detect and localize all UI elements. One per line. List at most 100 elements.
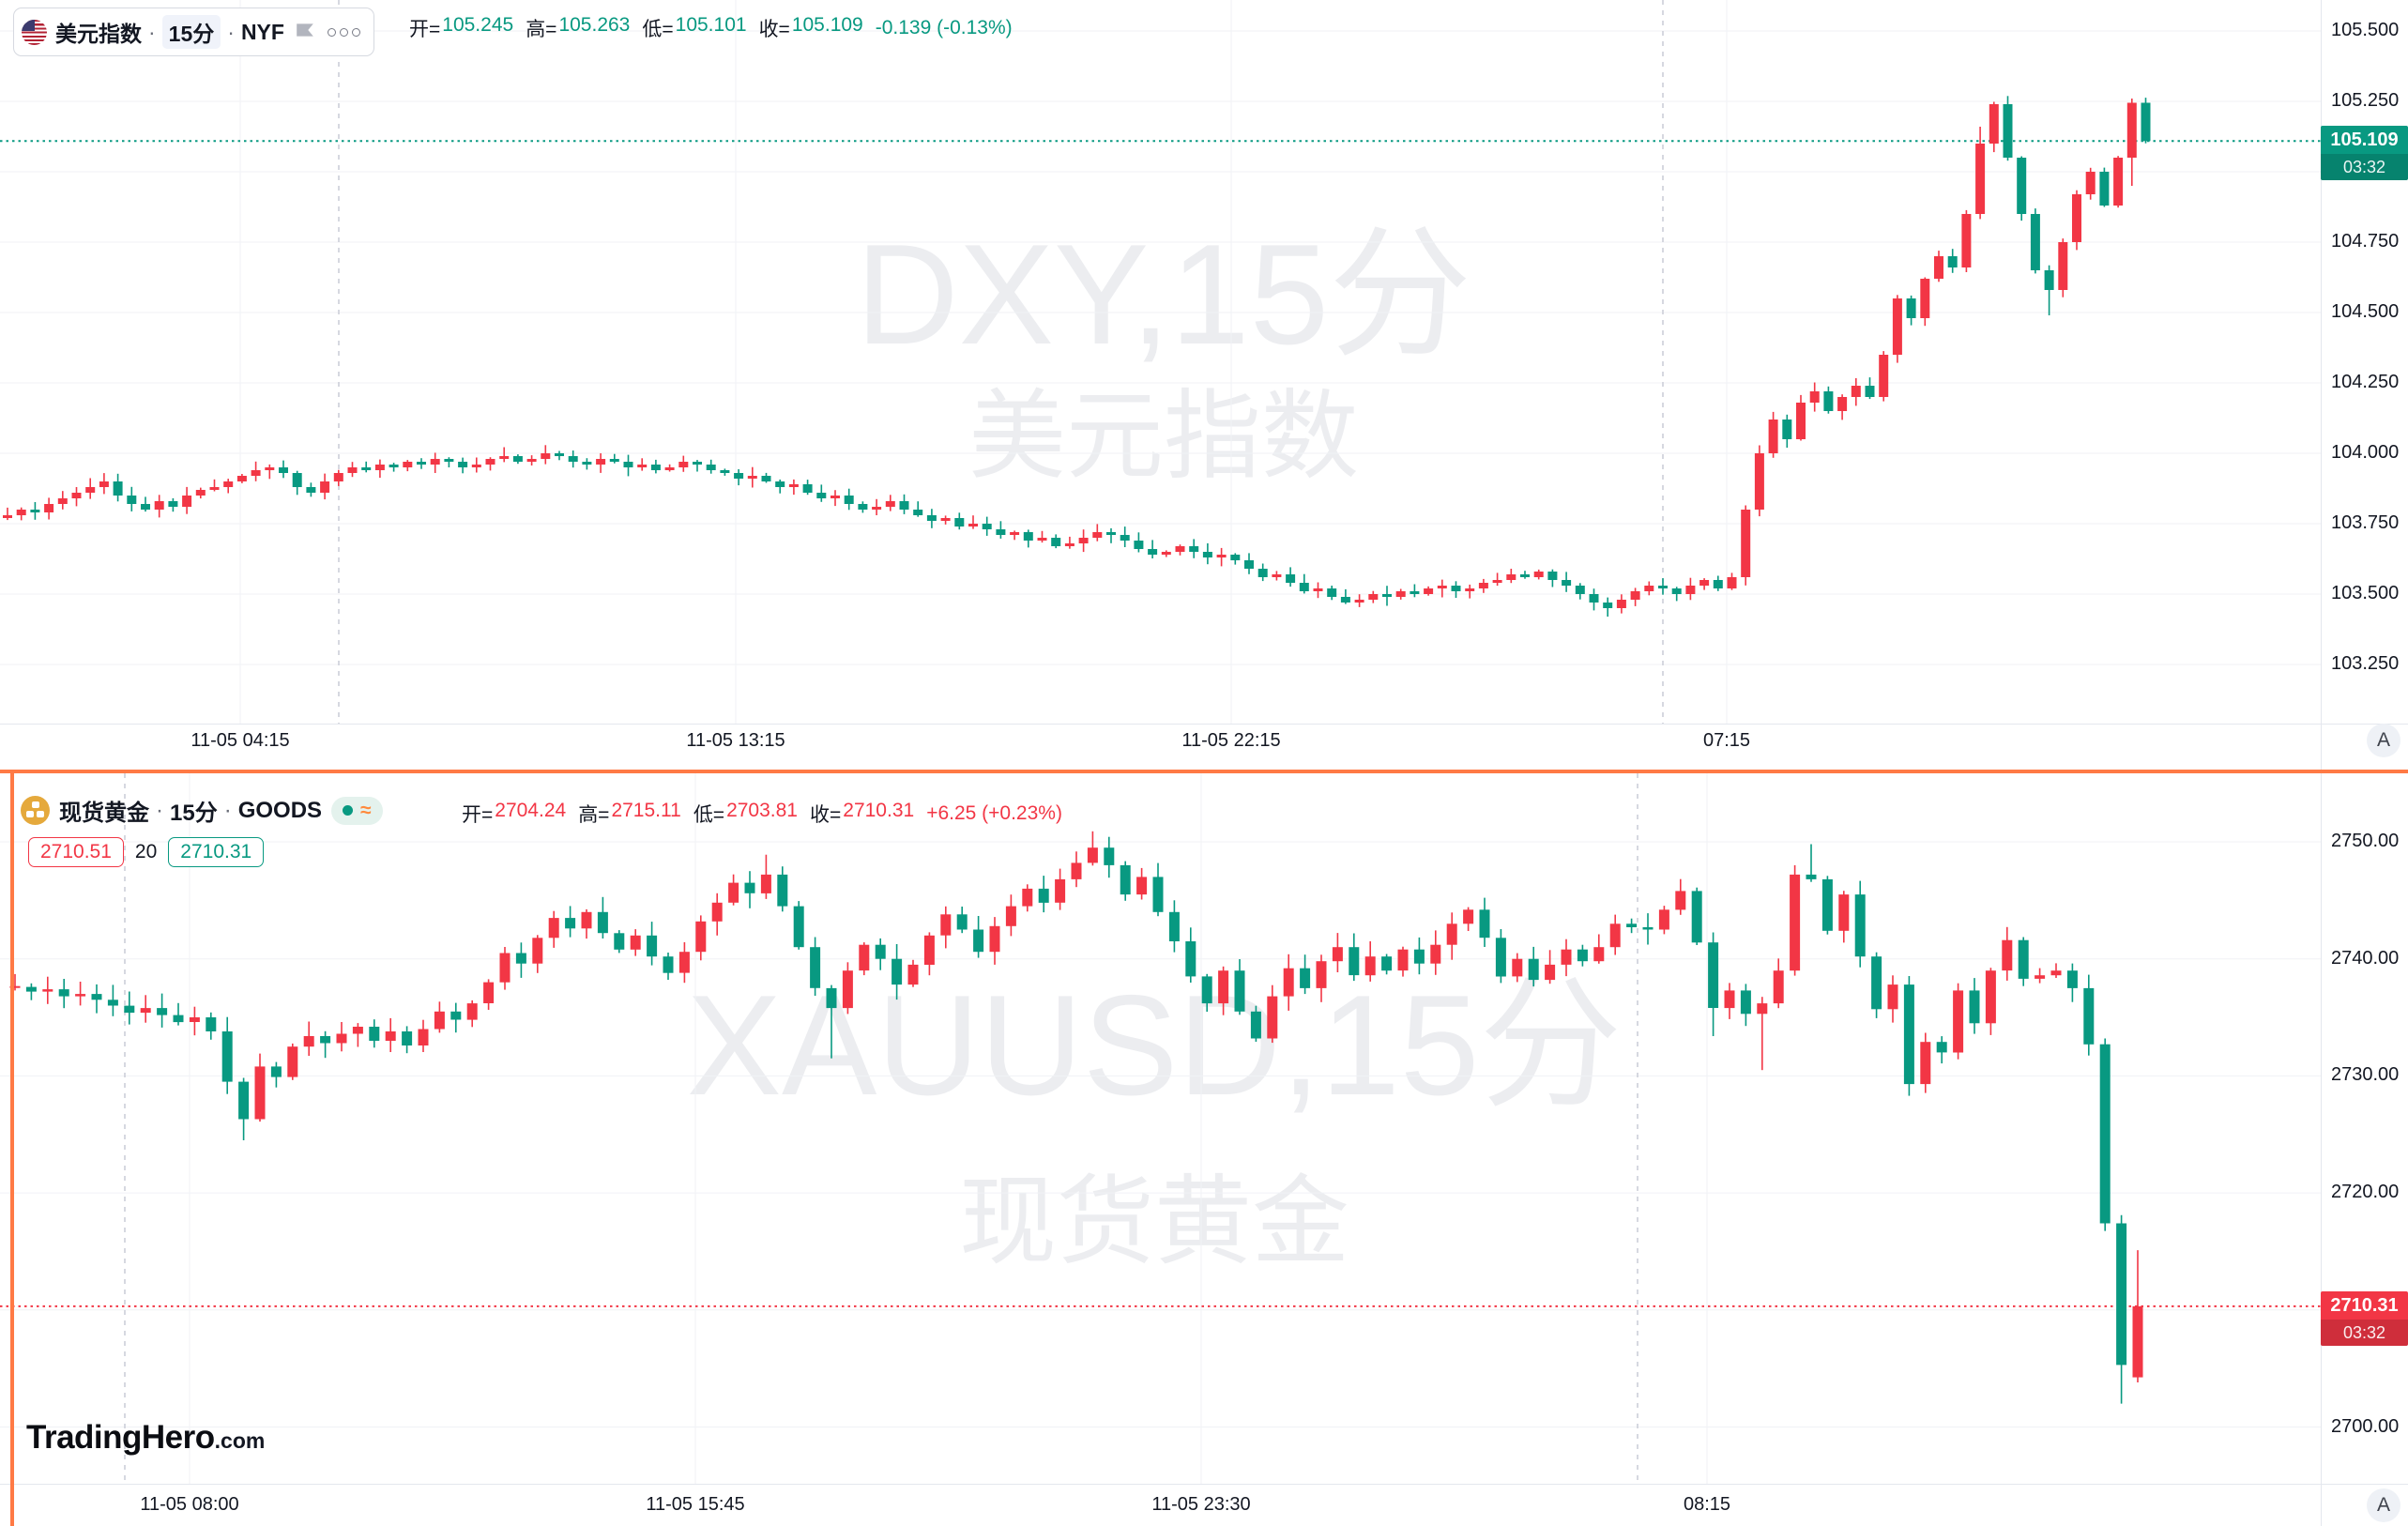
candle xyxy=(58,979,69,1009)
candle xyxy=(1037,530,1047,543)
separator-dot: · xyxy=(227,19,235,44)
candle xyxy=(1104,836,1115,878)
candle xyxy=(940,906,952,949)
candle xyxy=(57,491,68,510)
separator-dot: · xyxy=(156,797,163,823)
ma-value-badge-red[interactable]: 2710.51 xyxy=(28,837,124,867)
candle xyxy=(747,466,757,488)
candle xyxy=(403,460,413,472)
candle xyxy=(1727,572,1737,590)
gold-tag-time: 03:32 xyxy=(2321,1319,2408,1346)
candle xyxy=(124,991,135,1025)
time-tick-label: 11-05 22:15 xyxy=(1181,730,1281,751)
dxy-candlestick-chart[interactable] xyxy=(0,0,2408,724)
candle xyxy=(788,479,799,496)
candle xyxy=(352,1023,363,1047)
candle xyxy=(1463,907,1474,931)
more-options-icon[interactable] xyxy=(327,27,360,37)
candle xyxy=(1724,983,1735,1019)
candle xyxy=(418,1019,429,1052)
gold-tag-price: 2710.31 xyxy=(2330,1294,2399,1316)
close-label: 收= xyxy=(758,19,790,40)
gold-candlestick-chart[interactable] xyxy=(0,773,2408,1484)
candle xyxy=(1148,540,1158,558)
dxy-auto-scale-button[interactable]: A xyxy=(2367,724,2400,757)
candle xyxy=(775,480,785,494)
candle xyxy=(2017,156,2027,221)
candle xyxy=(744,871,755,908)
market-status-pill[interactable]: ≈ xyxy=(331,796,383,825)
candle xyxy=(609,453,619,464)
gold-header[interactable]: 现货黄金 · 15分 · GOODS ≈ xyxy=(21,794,383,827)
candle xyxy=(1865,377,1875,400)
candle xyxy=(189,1006,200,1036)
candle xyxy=(1230,553,1241,565)
dxy-exchange-label: NYF xyxy=(240,19,284,44)
candle xyxy=(127,486,137,511)
time-tick-label: 11-05 15:45 xyxy=(646,1494,745,1515)
candle xyxy=(1430,930,1441,975)
candle xyxy=(2030,208,2040,274)
candle xyxy=(711,893,723,936)
candle xyxy=(157,993,168,1028)
price-tick-label: 104.500 xyxy=(2331,301,2400,323)
gold-pane-border-top xyxy=(0,770,2408,773)
candle xyxy=(1713,575,1723,591)
candle xyxy=(1397,946,1409,977)
candle xyxy=(1382,586,1392,606)
candle xyxy=(2099,1038,2111,1231)
candle xyxy=(1953,983,1964,1060)
candle xyxy=(597,896,608,938)
candle xyxy=(154,495,164,518)
candle xyxy=(2050,963,2062,978)
candle xyxy=(1286,567,1296,588)
candle xyxy=(1120,526,1130,547)
time-tick-label: 11-05 08:00 xyxy=(140,1494,239,1515)
candle xyxy=(2141,98,2151,144)
candle xyxy=(858,501,868,513)
candle xyxy=(221,1016,233,1094)
candle xyxy=(1708,932,1719,1036)
ma-value-badge-teal[interactable]: 2710.31 xyxy=(168,837,265,867)
candle xyxy=(1495,929,1506,984)
candle xyxy=(1189,539,1199,558)
tradinghero-logo: TradingHero.com xyxy=(26,1419,265,1457)
open-label: 开= xyxy=(409,19,441,40)
candle xyxy=(1975,127,1986,220)
candle xyxy=(875,938,886,970)
candle xyxy=(107,984,118,1016)
candle xyxy=(1754,445,1764,517)
time-tick-label: 11-05 23:30 xyxy=(1151,1494,1251,1515)
flag-banner-icon[interactable] xyxy=(295,21,315,44)
candle xyxy=(1796,394,1806,441)
separator-dot: · xyxy=(223,797,232,823)
candle xyxy=(1038,876,1049,913)
candle xyxy=(907,959,919,987)
open-label: 开= xyxy=(462,804,494,826)
candle xyxy=(1437,579,1447,598)
candle xyxy=(1575,583,1585,600)
candle xyxy=(1134,532,1144,553)
candle xyxy=(996,521,1006,539)
candle xyxy=(664,464,675,472)
gold-auto-scale-button[interactable]: A xyxy=(2367,1488,2400,1522)
candle xyxy=(499,447,510,463)
candle xyxy=(1479,897,1490,947)
dxy-symbol-pill[interactable]: 美元指数 · 15分 · NYF xyxy=(13,8,374,56)
candle xyxy=(1234,959,1245,1015)
candle xyxy=(826,984,837,1059)
candle xyxy=(238,1077,250,1140)
gold-interval-label[interactable]: 15分 xyxy=(170,801,218,826)
dxy-interval-chip[interactable]: 15分 xyxy=(161,15,221,49)
candle xyxy=(899,494,909,514)
candle xyxy=(1413,937,1425,975)
candle xyxy=(1087,831,1098,866)
candle xyxy=(173,1002,184,1026)
candle xyxy=(2066,963,2078,1002)
candle xyxy=(25,983,37,1000)
candle xyxy=(1757,997,1768,1071)
candle xyxy=(1250,1005,1261,1042)
price-axis-separator[interactable] xyxy=(2321,0,2322,1526)
candle xyxy=(206,1012,217,1040)
candle xyxy=(483,979,495,1010)
